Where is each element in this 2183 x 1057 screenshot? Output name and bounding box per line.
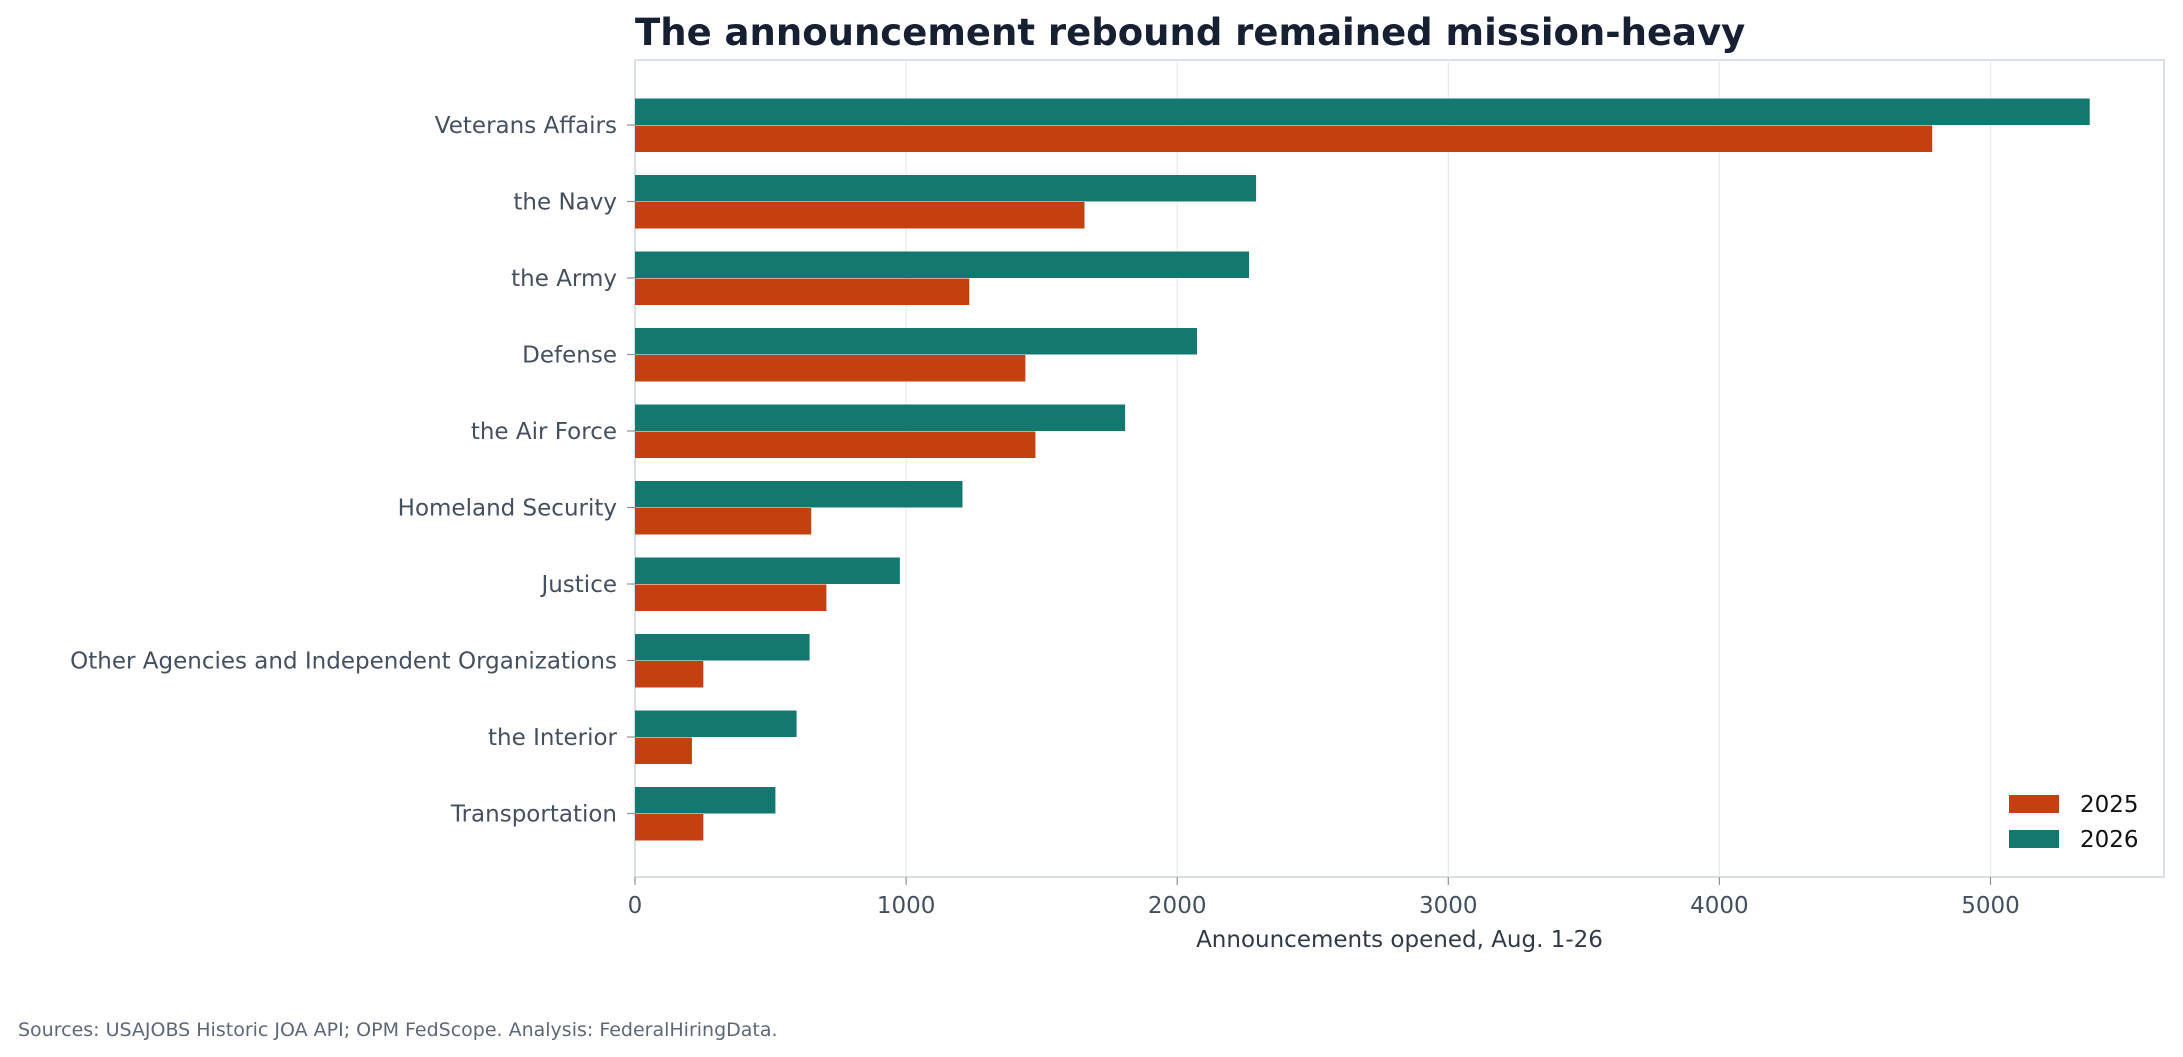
category-labels: Veterans Affairs the Navy the Army Defense t…	[70, 113, 635, 828]
bar-2025	[635, 355, 1026, 382]
bar-2025	[635, 584, 827, 611]
x-tick-label: 1000	[877, 893, 936, 919]
bar-2026	[635, 98, 2090, 125]
category-label: Justice	[539, 572, 617, 598]
x-tick-label: 2000	[1148, 893, 1207, 919]
x-tick-label: 4000	[1690, 893, 1749, 919]
bar-2025	[635, 202, 1085, 229]
category-label: Homeland Security	[398, 496, 617, 522]
category-label: Transportation	[450, 802, 617, 828]
category-label: the Army	[511, 266, 617, 292]
bar-2025	[635, 431, 1036, 458]
category-label: the Navy	[513, 190, 617, 216]
bar-2026	[635, 634, 810, 661]
bar-2026	[635, 251, 1250, 278]
x-tick-label: 3000	[1419, 893, 1478, 919]
category-label: Veterans Affairs	[435, 113, 617, 139]
legend-label: 2026	[2080, 827, 2139, 853]
category-label: Other Agencies and Independent Organizat…	[70, 649, 617, 675]
category-label: the Interior	[488, 725, 618, 751]
category-label: Defense	[522, 343, 617, 369]
chart-title: The announcement rebound remained missio…	[635, 11, 1745, 54]
bar-2026	[635, 404, 1126, 431]
bars	[635, 98, 2090, 841]
bar-2025	[635, 661, 704, 688]
bar-2026	[635, 481, 963, 508]
bar-2025	[635, 508, 812, 535]
legend-swatch-2025	[2009, 795, 2059, 813]
plot-area	[634, 59, 2165, 878]
bar-2026	[635, 557, 900, 584]
legend-label: 2025	[2080, 792, 2139, 818]
x-axis-label: Announcements opened, Aug. 1-26	[1196, 927, 1603, 953]
bar-2026	[635, 787, 776, 814]
legend: 2025 2026	[2009, 792, 2139, 853]
bar-2025	[635, 737, 692, 764]
legend-swatch-2026	[2009, 830, 2059, 848]
bar-2026	[635, 328, 1197, 355]
bar-2025	[635, 125, 1933, 152]
x-tick-label: 5000	[1961, 893, 2020, 919]
category-label: the Air Force	[471, 419, 617, 445]
bar-2025	[635, 814, 704, 841]
x-axis-ticks: 0 1000 2000 3000 4000 5000	[628, 877, 2020, 919]
source-note: Sources: USAJOBS Historic JOA API; OPM F…	[18, 1019, 778, 1041]
bar-2026	[635, 175, 1257, 202]
bar-2026	[635, 710, 797, 737]
bar-2025	[635, 278, 970, 305]
x-tick-label: 0	[628, 893, 643, 919]
